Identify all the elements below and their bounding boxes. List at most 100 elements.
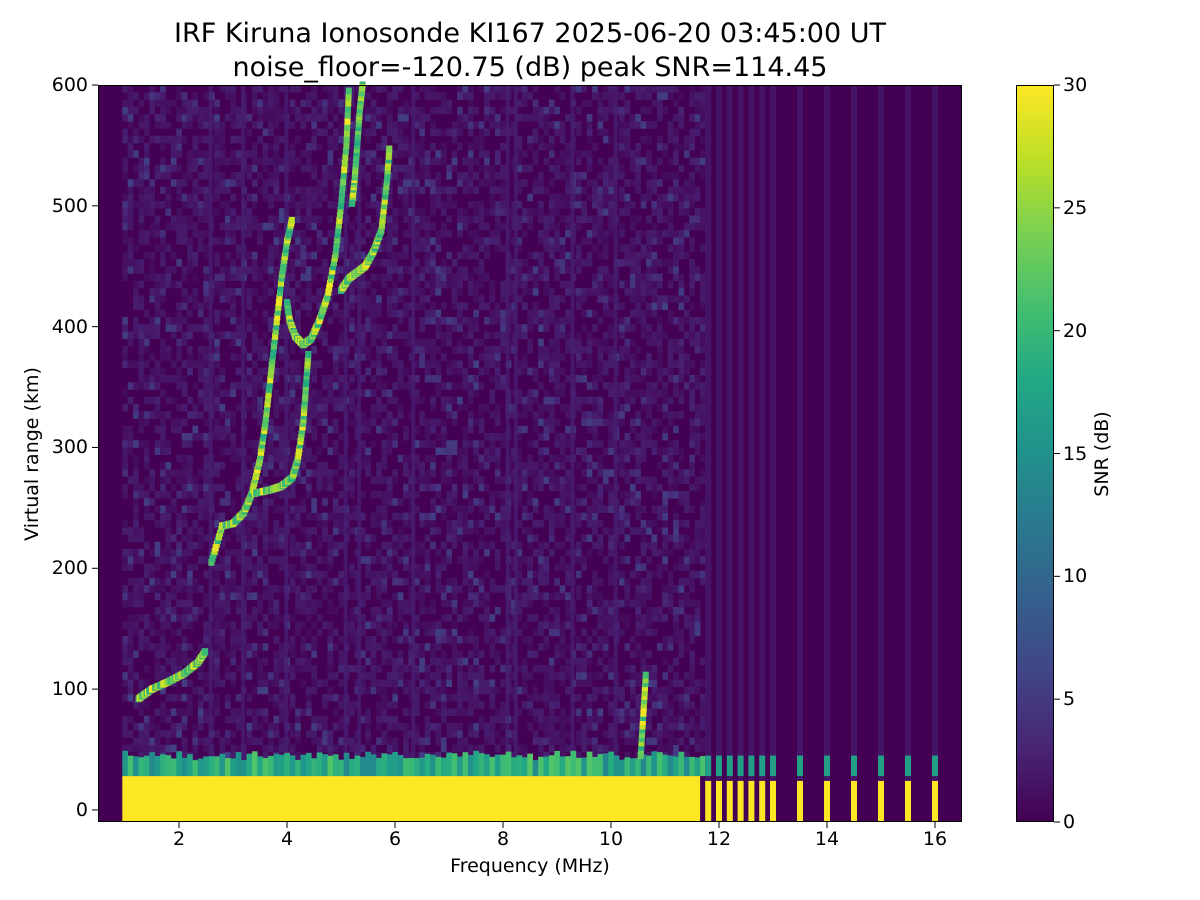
noise-cell [473, 382, 479, 390]
noise-cell [376, 614, 382, 622]
noise-cell [397, 85, 404, 93]
noise-cell [230, 121, 236, 129]
noise-cell [532, 548, 539, 557]
noise-cell [133, 744, 139, 753]
noise-cell [602, 527, 609, 535]
noise-cell [484, 251, 490, 260]
noise-cell [170, 570, 177, 579]
noise-cell [403, 200, 409, 209]
noise-cell [143, 186, 150, 195]
noise-cell [559, 316, 566, 325]
noise-cell [538, 693, 544, 702]
noise-cell [235, 556, 242, 564]
noise-cell [122, 316, 128, 325]
noise-cell [197, 157, 204, 166]
noise-cell [494, 374, 501, 383]
noise-cell [257, 367, 263, 376]
noise-cell [370, 403, 377, 412]
noise-cell [484, 316, 490, 325]
noise-cell [322, 179, 328, 187]
noise-cell [138, 99, 145, 108]
noise-cell [122, 585, 128, 593]
noise-cell [559, 382, 566, 390]
noise-cell [176, 469, 182, 477]
noise-cell [516, 280, 523, 289]
noise-cell [327, 548, 334, 557]
noise-cell [197, 208, 204, 216]
noise-cell [230, 577, 236, 586]
noise-cell [575, 353, 582, 361]
noise-cell [489, 722, 496, 731]
noise-cell [467, 686, 474, 695]
noise-cell [219, 179, 226, 187]
noise-cell [403, 461, 409, 470]
noise-cell [532, 664, 539, 673]
noise-cell [268, 447, 274, 456]
noise-cell [403, 367, 409, 376]
noise-cell [451, 599, 458, 608]
noise-cell [602, 229, 609, 238]
noise-cell [376, 171, 382, 180]
noise-cell [381, 577, 388, 586]
noise-cell [494, 635, 501, 644]
noise-cell [484, 592, 490, 600]
noise-cell [543, 592, 550, 600]
noise-cell [527, 367, 533, 376]
noise-cell [230, 106, 236, 115]
noise-cell [262, 614, 269, 622]
noise-cell [122, 556, 128, 564]
noise-cell [608, 548, 614, 557]
noise-cell [386, 621, 393, 629]
noise-cell [403, 208, 409, 216]
noise-cell [154, 650, 161, 658]
noise-cell [187, 577, 193, 586]
noise-cell [527, 142, 533, 151]
noise-cell [322, 679, 328, 687]
noise-cell [160, 432, 166, 441]
noise-cell [187, 469, 193, 477]
noise-cell [419, 157, 425, 166]
noise-cell [565, 527, 571, 535]
noise-cell [386, 744, 393, 753]
noise-cell [451, 635, 458, 644]
noise-cell [467, 150, 474, 158]
noise-cell [295, 237, 301, 245]
noise-cell [300, 454, 307, 463]
noise-cell [365, 353, 371, 361]
noise-cell [462, 157, 469, 166]
noise-cell [419, 519, 425, 528]
noise-cell [219, 150, 226, 158]
noise-cell [262, 258, 269, 267]
noise-cell [478, 440, 485, 448]
noise-cell [268, 113, 274, 122]
noise-cell [381, 338, 388, 347]
noise-cell [154, 222, 161, 231]
noise-cell [149, 179, 155, 187]
noise-cell [381, 643, 388, 651]
noise-cell [278, 85, 285, 93]
noise-cell [133, 302, 139, 311]
noise-cell [538, 229, 544, 238]
noise-cell [554, 483, 560, 492]
noise-cell [462, 490, 469, 499]
noise-cell [187, 614, 193, 622]
noise-cell [548, 345, 555, 354]
noise-cell [397, 135, 404, 144]
noise-cell [143, 447, 150, 456]
noise-cell [467, 121, 474, 129]
noise-cell [435, 730, 442, 738]
noise-cell [457, 454, 463, 463]
noise-cell [435, 686, 442, 695]
noise-cell [521, 403, 528, 412]
noise-cell [338, 121, 344, 129]
noise-cell [322, 534, 328, 542]
noise-cell [154, 425, 161, 434]
noise-cell [516, 85, 523, 93]
noise-cell [165, 715, 172, 724]
noise-cell [203, 396, 209, 405]
noise-cell [278, 715, 285, 724]
noise-cell [257, 382, 263, 390]
noise-cell [478, 664, 485, 673]
noise-cell [462, 85, 469, 93]
noise-cell [300, 258, 307, 267]
